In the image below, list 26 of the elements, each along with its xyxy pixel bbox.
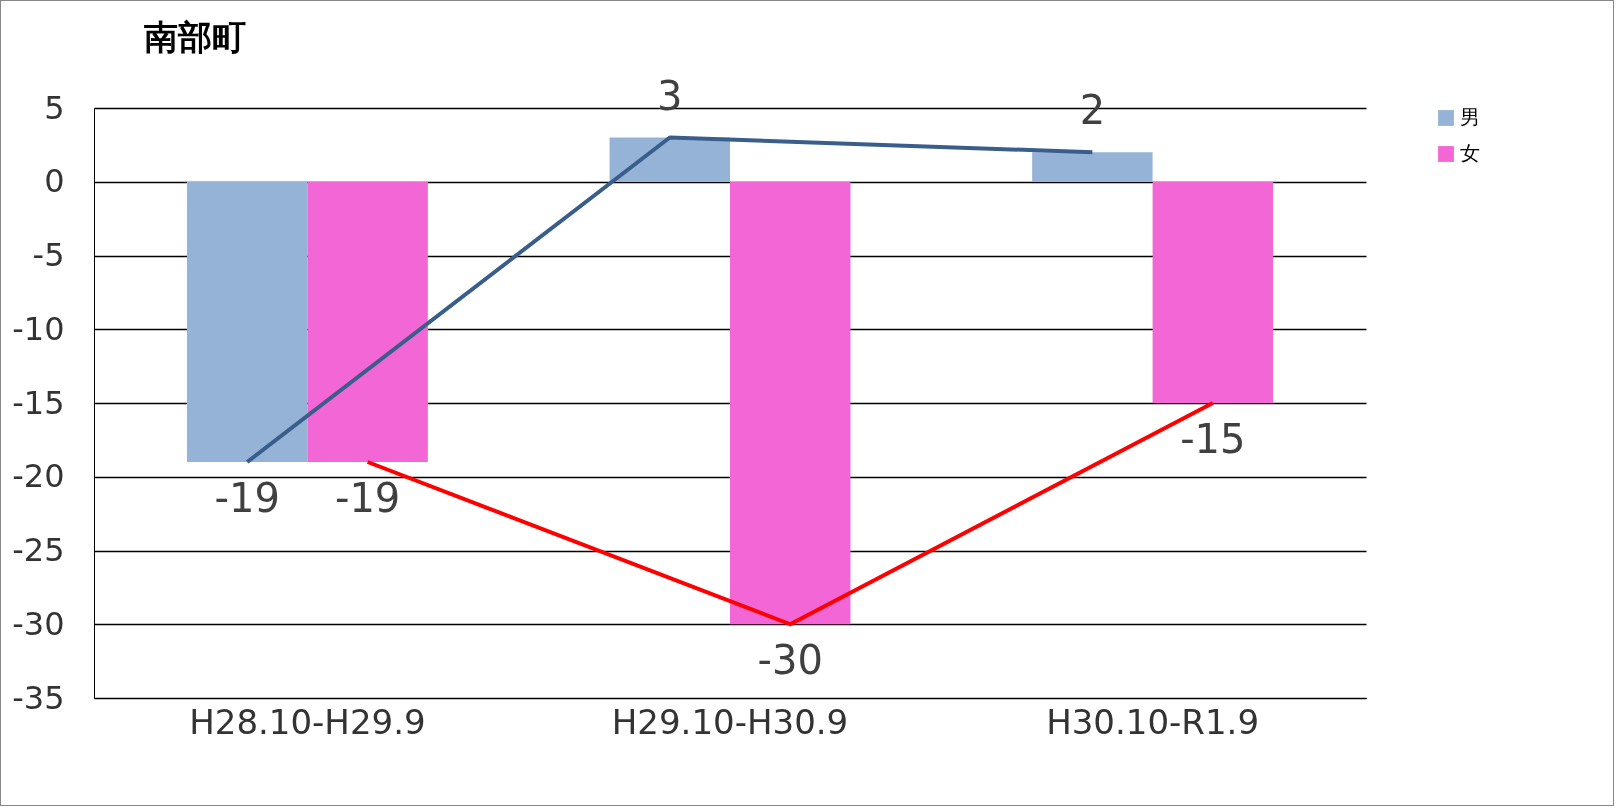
legend-label: 男 bbox=[1460, 105, 1480, 129]
bar bbox=[307, 181, 428, 462]
x-tick-label: H29.10-H30.9 bbox=[611, 701, 849, 742]
legend-label: 女 bbox=[1460, 141, 1480, 165]
y-tick-label: -10 bbox=[12, 309, 65, 348]
bar bbox=[1032, 152, 1153, 182]
data-label: -30 bbox=[757, 637, 823, 684]
bar bbox=[186, 181, 308, 462]
y-tick-label: -30 bbox=[12, 604, 65, 643]
y-tick-label: -25 bbox=[12, 531, 65, 569]
y-tick-label: -15 bbox=[12, 383, 65, 422]
y-tick-label: 0 bbox=[44, 162, 65, 201]
y-tick-label: -35 bbox=[12, 678, 65, 717]
bar bbox=[1152, 181, 1274, 403]
bar bbox=[609, 137, 730, 182]
x-tick-label: H28.10-H29.9 bbox=[189, 701, 426, 742]
y-tick-label: -5 bbox=[32, 236, 65, 274]
y-tick-label: -20 bbox=[12, 457, 65, 496]
bar bbox=[730, 181, 851, 625]
y-tick-label: 5 bbox=[44, 88, 65, 127]
data-label: -19 bbox=[334, 475, 401, 521]
data-label: -19 bbox=[214, 475, 280, 521]
chart-title: 南部町 bbox=[144, 16, 246, 57]
x-tick-label: H30.10-R1.9 bbox=[1046, 701, 1260, 742]
data-label: -15 bbox=[1180, 416, 1246, 462]
data-label: 3 bbox=[657, 72, 683, 119]
